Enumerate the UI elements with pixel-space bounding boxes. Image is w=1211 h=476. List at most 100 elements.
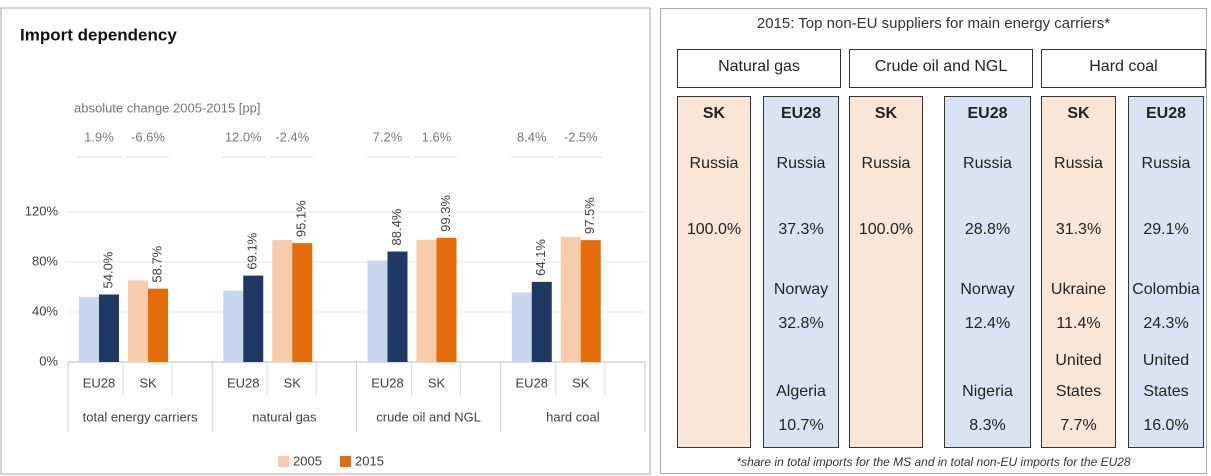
bar xyxy=(272,240,293,362)
supplier-name: Nigeria xyxy=(962,383,1013,400)
bar xyxy=(436,237,457,362)
supplier-share: 12.4% xyxy=(964,315,1011,332)
supplier-name: Algeria xyxy=(776,383,826,400)
bar xyxy=(531,281,552,362)
supplier-share: 24.3% xyxy=(1143,315,1189,332)
carrier-header: Natural gas xyxy=(677,49,841,88)
bar xyxy=(292,243,313,362)
annotation: absolute change 2005-2015 [pp] xyxy=(74,100,261,115)
x-tick-label: EU28 xyxy=(371,375,404,390)
group-label: total energy carriers xyxy=(83,409,198,424)
supplier-share: 16.0% xyxy=(1143,417,1189,434)
legend-label: 2015 xyxy=(355,453,384,468)
table-panel: 2015: Top non-EU suppliers for main ener… xyxy=(660,8,1207,474)
change-label: -6.6% xyxy=(131,129,165,144)
data-label: 64.1% xyxy=(533,239,548,276)
bar xyxy=(367,260,388,362)
supplier-share: 100.0% xyxy=(858,221,914,238)
bar xyxy=(243,275,264,362)
group-label: crude oil and NGL xyxy=(376,409,481,424)
x-tick-label: EU28 xyxy=(515,375,548,390)
supplier-column: EU28 Russia 37.3% Norway 32.8% Algeria 10.7% xyxy=(763,96,839,448)
column-header: EU28 xyxy=(967,105,1008,122)
y-tick-label: 80% xyxy=(32,253,58,268)
supplier-column: SK Russia 100.0% xyxy=(677,96,751,448)
chart-title: Import dependency xyxy=(20,25,177,44)
bar xyxy=(416,239,437,362)
change-label: 12.0% xyxy=(225,129,262,144)
x-tick-label: SK xyxy=(284,375,302,390)
data-label: 95.1% xyxy=(294,200,309,237)
supplier-name: United States xyxy=(1142,352,1190,400)
bar xyxy=(148,288,168,362)
supplier-share: 31.3% xyxy=(1055,221,1102,238)
supplier-name: Norway xyxy=(960,281,1015,298)
supplier-share: 37.3% xyxy=(778,221,824,238)
supplier-share: 8.3% xyxy=(969,417,1006,434)
x-tick-label: SK xyxy=(572,375,590,390)
supplier-share: 32.8% xyxy=(778,315,824,332)
y-tick-label: 40% xyxy=(32,303,58,318)
column-header: EU28 xyxy=(1145,105,1187,122)
supplier-column: SK Russia 31.3% Ukraine 11.4% United States 7.… xyxy=(1041,96,1116,448)
bar xyxy=(99,294,119,362)
column-header: EU28 xyxy=(780,105,822,122)
column-header: SK xyxy=(1067,105,1090,122)
carrier-header: Hard coal xyxy=(1041,49,1206,88)
supplier-name: United States xyxy=(1055,352,1102,400)
data-label: 97.5% xyxy=(582,197,597,234)
supplier-name: Russia xyxy=(861,155,911,172)
supplier-share: 11.4% xyxy=(1056,315,1101,332)
table-title: 2015: Top non-EU suppliers for main ener… xyxy=(756,15,1111,32)
supplier-column: EU28 Russia 28.8% Norway 12.4% Nigeria 8.3% xyxy=(944,96,1031,448)
data-label: 54.0% xyxy=(100,251,115,288)
supplier-name: Colombia xyxy=(1132,281,1200,298)
bar xyxy=(128,280,148,362)
x-tick-label: EU28 xyxy=(227,375,260,390)
group-label: natural gas xyxy=(252,409,317,424)
legend-label: 2005 xyxy=(293,453,322,468)
y-tick-label: 0% xyxy=(39,353,58,368)
supplier-name: Russia xyxy=(776,155,826,172)
change-label: 7.2% xyxy=(373,129,403,144)
change-label: 8.4% xyxy=(517,129,547,144)
chart-frame xyxy=(0,7,651,475)
x-tick-label: SK xyxy=(139,375,157,390)
legend-swatch xyxy=(340,456,351,467)
supplier-name: Russia xyxy=(1054,155,1103,172)
supplier-column: SK Russia 100.0% xyxy=(849,96,923,448)
legend-swatch xyxy=(278,456,289,467)
x-tick-label: SK xyxy=(428,375,446,390)
chart: Import dependency absolute change 2005-2… xyxy=(0,7,651,475)
carrier-header: Crude oil and NGL xyxy=(849,49,1033,88)
x-tick-label: EU28 xyxy=(83,375,116,390)
footnote: *share in total imports for the MS and i… xyxy=(736,455,1131,469)
supplier-share: 10.7% xyxy=(778,417,824,434)
supplier-name: Russia xyxy=(963,155,1012,172)
bar xyxy=(560,237,581,362)
supplier-column: EU28 Russia 29.1% Colombia 24.3% United State… xyxy=(1128,96,1204,448)
data-label: 99.3% xyxy=(438,195,453,232)
column-header: SK xyxy=(874,105,898,122)
change-label: -2.5% xyxy=(564,129,598,144)
change-label: 1.6% xyxy=(422,129,452,144)
supplier-share: 7.7% xyxy=(1060,417,1097,434)
y-tick-label: 120% xyxy=(25,203,59,218)
supplier-share: 100.0% xyxy=(686,221,742,238)
bar xyxy=(79,296,99,362)
supplier-name: Russia xyxy=(689,155,739,172)
column-header: SK xyxy=(702,105,726,122)
data-label: 69.1% xyxy=(245,232,260,269)
change-label: 1.9% xyxy=(84,129,114,144)
data-label: 58.7% xyxy=(149,245,164,282)
group-label: hard coal xyxy=(546,409,600,424)
bar xyxy=(580,240,601,362)
bar xyxy=(387,251,408,362)
supplier-name: Norway xyxy=(773,281,829,298)
supplier-share: 29.1% xyxy=(1143,221,1189,238)
bar xyxy=(511,292,532,362)
supplier-name: Ukraine xyxy=(1050,281,1107,298)
supplier-name: Russia xyxy=(1141,155,1191,172)
data-label: 88.4% xyxy=(389,208,404,245)
